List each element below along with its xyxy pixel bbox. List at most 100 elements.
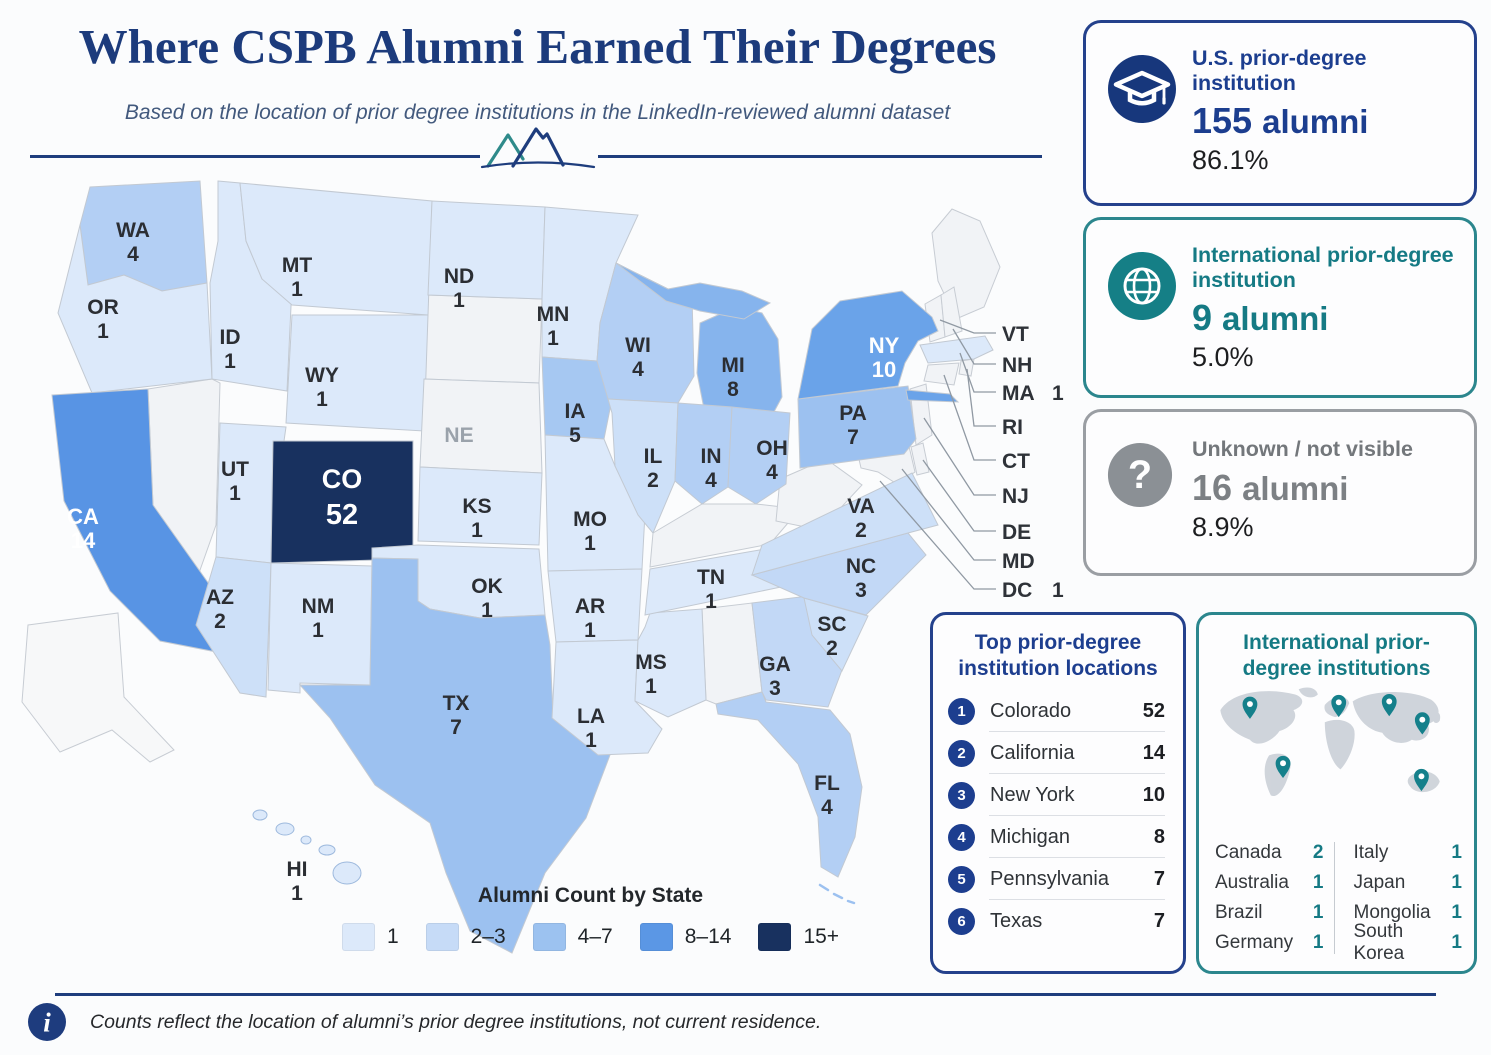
country-list: Canada 2 Australia 1 Brazil 1 Germany 1 … (1215, 838, 1463, 964)
callout-label-DE: DE (1002, 521, 1031, 544)
svg-text:i: i (43, 1008, 51, 1038)
world-map (1219, 687, 1440, 797)
country-name: Australia (1215, 872, 1289, 894)
header-divider-right (598, 155, 1042, 158)
top-locations-title: Top prior-degree institution locations (958, 631, 1158, 680)
state-count-OR: 1 (97, 320, 109, 343)
state-count-IA: 5 (569, 424, 581, 447)
state-label-ID: ID (220, 326, 241, 349)
callout-line-DE (922, 459, 996, 532)
map-pin-japan (1414, 712, 1430, 735)
state-label-SC: SC (817, 613, 846, 636)
country-count: 1 (1312, 902, 1324, 924)
state-count-WY: 1 (316, 388, 328, 411)
rank-badge: 3 (948, 781, 975, 809)
state-SD (423, 294, 543, 384)
legend-bin-label: 1 (386, 925, 399, 948)
country-count: 1 (1451, 932, 1462, 954)
state-IN (674, 402, 733, 505)
callout-count-DC: 1 (1052, 579, 1064, 602)
location-name: New York (990, 783, 1075, 806)
page-subtitle: Based on the location of prior degree in… (124, 101, 951, 124)
state-label-UT: UT (221, 458, 249, 481)
location-name: Colorado (990, 699, 1072, 722)
country-name: Germany (1215, 932, 1294, 954)
state-NY-part (905, 389, 960, 403)
state-count-AR: 1 (584, 619, 596, 642)
state-count-ND: 1 (453, 289, 465, 312)
location-name: California (990, 741, 1075, 764)
stat-cards: U.S. prior-degree institution 155 alumni … (1083, 20, 1477, 576)
legend-item: 4–7 (532, 923, 613, 951)
state-count-CA: 14 (71, 528, 96, 553)
state-HI-island (332, 861, 362, 885)
state-KS (417, 466, 543, 546)
state-label-CO: CO (322, 464, 363, 494)
state-HI-island (318, 844, 336, 856)
card-percentage: 8.9% (1192, 511, 1254, 542)
state-count-WI: 4 (632, 358, 644, 381)
legend-swatch (341, 923, 375, 951)
top-locations-panel: Top prior-degree institution locations 1 … (930, 612, 1186, 974)
international-panel: International prior-degree institutions (1196, 612, 1477, 974)
state-FL (715, 691, 863, 878)
state-HI-island (300, 835, 312, 845)
state-NY (797, 290, 939, 400)
callout-line-NH (952, 328, 996, 365)
state-count-HI: 1 (291, 882, 303, 905)
country-count: 2 (1312, 842, 1324, 864)
callout-label-CT: CT (1002, 450, 1030, 473)
info-icon: i (28, 1003, 66, 1041)
state-IA (541, 356, 613, 440)
florida-keys (818, 883, 856, 905)
callout-label-RI: RI (1002, 416, 1023, 439)
country-row: Australia 1 (1215, 868, 1324, 898)
state-label-MN: MN (537, 303, 570, 326)
footer-divider (55, 993, 1436, 996)
state-HI-island (275, 822, 295, 836)
legend-item: 15+ (758, 923, 839, 951)
location-name: Texas (990, 909, 1043, 932)
state-count-NY: 10 (872, 357, 896, 382)
state-label-LA: LA (577, 705, 605, 728)
location-name: Pennsylvania (990, 867, 1109, 890)
top-location-row: 4 Michigan 8 (948, 816, 1165, 859)
stat-card-us: U.S. prior-degree institution 155 alumni … (1083, 20, 1477, 206)
state-count-NC: 3 (855, 579, 867, 602)
callout-line-MA (959, 352, 996, 393)
map-pin-australia (1413, 769, 1429, 792)
mountain-logo-icon (480, 127, 596, 169)
state-count-MN: 1 (547, 327, 559, 350)
state-label-OK: OK (471, 575, 503, 598)
state-CT (923, 362, 960, 386)
country-name: Canada (1215, 842, 1282, 864)
legend-bin-label: 8–14 (684, 925, 732, 948)
state-label-VA: VA (847, 495, 875, 518)
state-label-PA: PA (839, 402, 867, 425)
state-label-OR: OR (87, 296, 119, 319)
state-RI (958, 358, 975, 377)
state-label-CA: CA (67, 504, 99, 529)
country-row: Japan 1 (1354, 868, 1463, 898)
map-pin-brazil (1275, 756, 1290, 779)
state-count-TN: 1 (705, 590, 717, 613)
location-count: 10 (1142, 783, 1165, 806)
state-count-OK: 1 (481, 599, 493, 622)
card-label: U.S. prior-degree institution (1192, 46, 1367, 95)
location-count: 7 (1153, 909, 1165, 932)
callout-line-NJ (923, 417, 996, 496)
state-label-AR: AR (575, 595, 605, 618)
country-row: South Korea 1 (1354, 921, 1463, 964)
country-count: 1 (1451, 902, 1462, 924)
location-count: 7 (1153, 867, 1165, 890)
legend-swatch (639, 923, 673, 951)
country-count: 1 (1312, 872, 1324, 894)
state-label-GA: GA (759, 653, 791, 676)
rank-badge: 5 (948, 865, 975, 893)
location-count: 8 (1153, 825, 1165, 848)
graduation-cap-icon (1108, 55, 1176, 123)
location-count: 52 (1142, 699, 1165, 722)
state-count-NM: 1 (312, 619, 324, 642)
state-label-MO: MO (573, 508, 607, 531)
legend-item: 1 (341, 923, 399, 951)
